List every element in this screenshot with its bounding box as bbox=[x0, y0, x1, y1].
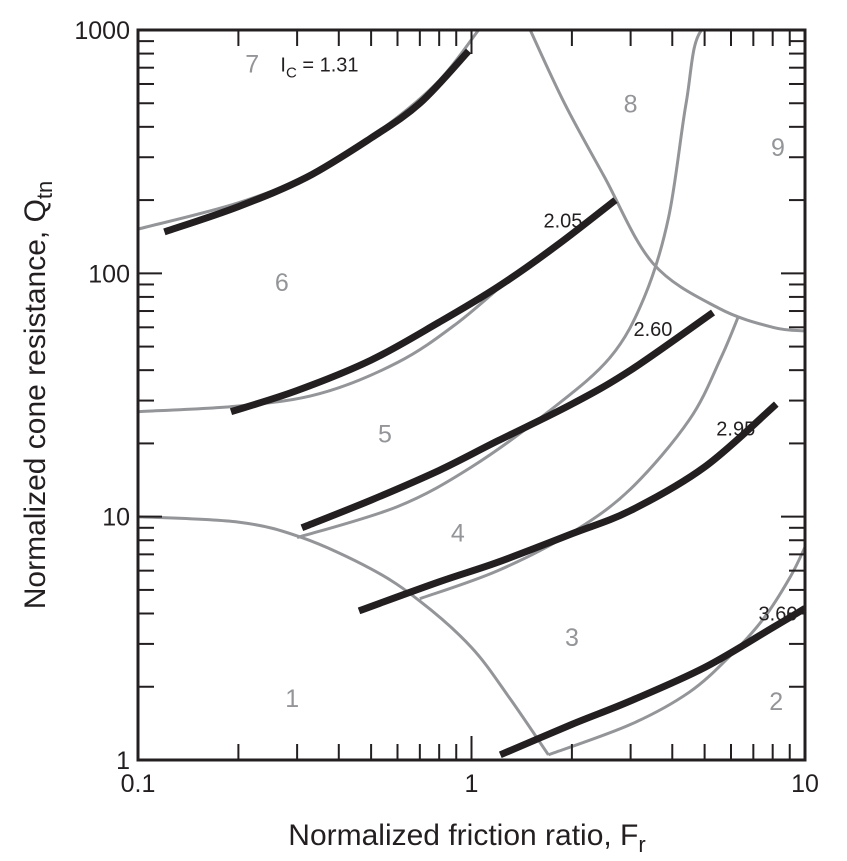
ic-label-subscript: C bbox=[286, 65, 297, 82]
zone-label: 2 bbox=[769, 688, 783, 716]
x-axis-title-subscript: r bbox=[638, 832, 645, 857]
ic-contour-line bbox=[498, 605, 805, 759]
ic-label-main: 3.60 bbox=[759, 603, 798, 625]
plot-frame bbox=[136, 28, 807, 762]
y-tick-label: 10 bbox=[102, 504, 130, 532]
zone-label: 8 bbox=[624, 90, 638, 118]
ic-labels: IC = 1.31 2.05 2.60 2.95 3.60 bbox=[280, 55, 797, 626]
x-axis-title-text: Normalized friction ratio, F bbox=[288, 819, 638, 852]
ic-label-value: = 1.31 bbox=[297, 55, 359, 77]
ic-label-main: I bbox=[280, 55, 286, 77]
zone-boundary-line bbox=[528, 30, 805, 333]
x-tick-label: 1 bbox=[465, 770, 479, 798]
zone-label: 1 bbox=[285, 685, 299, 713]
zone-boundary-line bbox=[296, 30, 747, 540]
ic-contour-line bbox=[229, 197, 618, 416]
ic-contour-line bbox=[300, 309, 716, 532]
ic-lines bbox=[163, 48, 805, 759]
zone-boundary-line bbox=[138, 277, 511, 414]
axis-ticks bbox=[137, 29, 806, 761]
zone-label: 9 bbox=[771, 134, 785, 162]
ic-line-label: IC = 1.31 bbox=[280, 55, 358, 82]
zone-labels: 1 2 3 4 5 6 7 8 9 bbox=[245, 50, 785, 716]
x-tick-label: 0.1 bbox=[121, 770, 156, 798]
ic-contour-line bbox=[163, 48, 472, 236]
ic-label-main: 2.95 bbox=[716, 419, 755, 441]
zone-boundary-line bbox=[138, 515, 550, 756]
ic-line-label: 3.60 bbox=[759, 603, 798, 625]
zone-label: 7 bbox=[245, 50, 259, 78]
zone-label: 3 bbox=[565, 624, 579, 652]
y-tick-label: 100 bbox=[88, 260, 130, 288]
ic-label-main: 2.60 bbox=[633, 319, 672, 341]
y-axis-title-text: Normalized cone resistance, Q bbox=[19, 199, 52, 609]
x-axis-title: Normalized friction ratio, Fr bbox=[288, 819, 645, 857]
x-tick-label: 10 bbox=[791, 770, 819, 798]
zone-label: 6 bbox=[275, 269, 289, 297]
zone-boundaries bbox=[138, 30, 805, 757]
zone-label: 5 bbox=[378, 420, 392, 448]
zone-boundary-line bbox=[419, 316, 740, 601]
ic-line-label: 2.05 bbox=[543, 210, 582, 232]
zone-boundary-line bbox=[547, 546, 805, 757]
y-axis-title: Normalized cone resistance, Qtn bbox=[19, 181, 57, 610]
zone-label: 4 bbox=[451, 520, 465, 548]
y-tick-label: 1000 bbox=[74, 17, 130, 45]
y-tick-label: 1 bbox=[116, 747, 130, 775]
ic-line-label: 2.60 bbox=[633, 319, 672, 341]
ic-contour-line bbox=[357, 401, 779, 615]
ic-label-main: 2.05 bbox=[543, 210, 582, 232]
y-axis-title-subscript: tn bbox=[32, 181, 57, 199]
ic-line-label: 2.95 bbox=[716, 419, 755, 441]
